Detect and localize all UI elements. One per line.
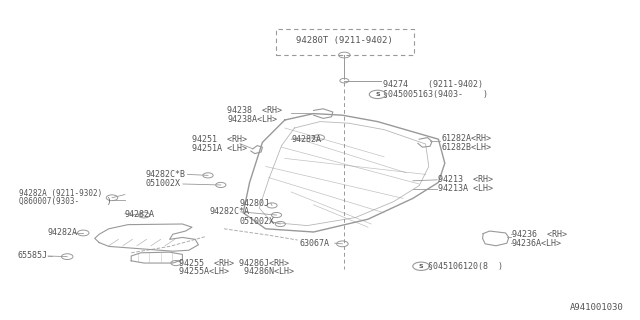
Text: 65585J: 65585J (17, 252, 47, 260)
Text: 94213  <RH>: 94213 <RH> (438, 175, 493, 184)
Text: 94282A: 94282A (125, 210, 155, 219)
Text: S: S (375, 92, 380, 97)
Text: 94280T (9211-9402): 94280T (9211-9402) (296, 36, 393, 44)
Text: §045005163(9403-    ): §045005163(9403- ) (383, 90, 488, 99)
Text: 94251  <RH>: 94251 <RH> (192, 135, 247, 144)
Bar (276, 29, 414, 55)
Text: 051002X: 051002X (146, 180, 181, 188)
Text: 94274    (9211-9402): 94274 (9211-9402) (383, 80, 483, 89)
Text: 94282C*A: 94282C*A (210, 207, 250, 216)
Text: 94236A<LH>: 94236A<LH> (512, 239, 562, 248)
Text: 94282A: 94282A (48, 228, 78, 237)
Text: 94282A: 94282A (291, 135, 321, 144)
Text: 051002X: 051002X (240, 217, 275, 226)
Text: 94255  <RH> 94286J<RH>: 94255 <RH> 94286J<RH> (179, 259, 289, 268)
Text: 94251A <LH>: 94251A <LH> (192, 144, 247, 153)
Text: 94238A<LH>: 94238A<LH> (227, 115, 277, 124)
Text: 63067A: 63067A (300, 239, 330, 248)
Text: 94255A<LH>   94286N<LH>: 94255A<LH> 94286N<LH> (179, 268, 294, 276)
Text: 94213A <LH>: 94213A <LH> (438, 184, 493, 193)
Text: §045106120(8  ): §045106120(8 ) (428, 262, 502, 271)
Text: 94280J: 94280J (240, 199, 270, 208)
Text: 94282C*B: 94282C*B (146, 170, 186, 179)
Text: 61282B<LH>: 61282B<LH> (442, 143, 492, 152)
Text: A941001030: A941001030 (570, 303, 624, 312)
Text: Q860007(9303-      ): Q860007(9303- ) (19, 197, 112, 206)
Text: 94282A (9211-9302): 94282A (9211-9302) (19, 189, 102, 198)
Text: 94238  <RH>: 94238 <RH> (227, 106, 282, 115)
Text: 61282A<RH>: 61282A<RH> (442, 134, 492, 143)
Text: S: S (419, 264, 424, 269)
Text: 94236  <RH>: 94236 <RH> (512, 230, 567, 239)
